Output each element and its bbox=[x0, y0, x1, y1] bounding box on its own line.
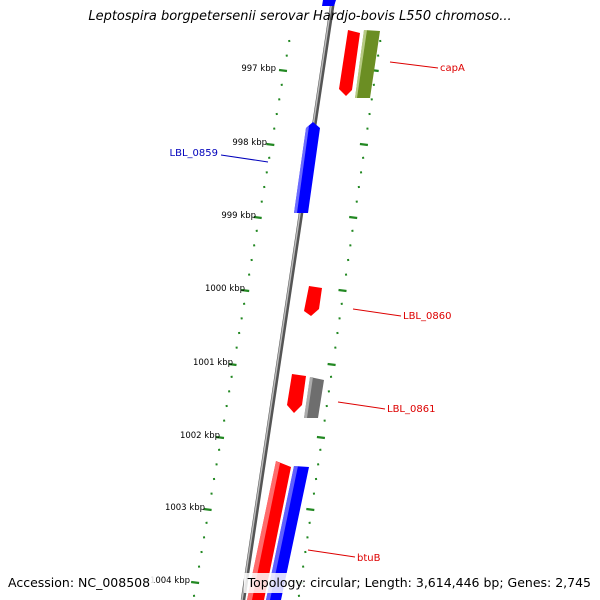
gene-label-LBL_0859[interactable]: LBL_0859 bbox=[170, 148, 218, 159]
accession-text: Accession: NC_008508 bbox=[8, 573, 155, 593]
major-tick bbox=[359, 142, 369, 147]
major-tick bbox=[266, 142, 275, 147]
scale-label-997: 997 kbp bbox=[241, 64, 276, 74]
tick-rails bbox=[190, 39, 382, 597]
feature-blue-top[interactable] bbox=[322, 0, 336, 6]
scale-label-998: 998 kbp bbox=[232, 138, 267, 148]
label-leader-lines bbox=[220, 61, 439, 558]
major-tick bbox=[338, 288, 347, 293]
major-tick bbox=[316, 435, 326, 440]
gene-labels: capA LBL_0859 LBL_0860 LBL_0861 btuB bbox=[170, 63, 465, 564]
feature-LBL_0859-blue[interactable] bbox=[294, 122, 320, 213]
gene-label-LBL_0860[interactable]: LBL_0860 bbox=[403, 311, 451, 322]
major-tick bbox=[349, 215, 358, 220]
map-title: Leptospira borgpetersenii serovar Hardjo… bbox=[88, 9, 512, 24]
feature-capA-olive-highlight bbox=[355, 30, 367, 98]
major-tick bbox=[241, 288, 250, 293]
gene-label-capA[interactable]: capA bbox=[440, 63, 465, 74]
major-tick bbox=[327, 362, 336, 367]
gene-features bbox=[247, 0, 380, 600]
feature-btuB-red-highlight bbox=[247, 461, 280, 600]
major-tick bbox=[228, 362, 237, 367]
major-tick bbox=[278, 68, 288, 73]
major-tick bbox=[253, 215, 262, 220]
major-tick bbox=[306, 507, 315, 512]
scale-label-999: 999 kbp bbox=[221, 211, 256, 221]
feature-capA-olive[interactable] bbox=[355, 30, 380, 98]
topology-text: Topology: circular; Length: 3,614,446 bp… bbox=[243, 573, 591, 593]
gene-label-btuB[interactable]: btuB bbox=[357, 553, 381, 564]
gene-label-LBL_0861[interactable]: LBL_0861 bbox=[387, 404, 435, 415]
major-tick bbox=[203, 507, 212, 512]
scale-label-1004: 1004 kbp bbox=[150, 576, 190, 586]
scale-labels: 997 kbp 998 kbp 999 kbp 1000 kbp 1001 kb… bbox=[150, 64, 276, 586]
feature-capA-red[interactable] bbox=[339, 30, 360, 96]
major-tick bbox=[190, 580, 200, 585]
feature-LBL_0860-red[interactable] bbox=[304, 286, 322, 316]
feature-LBL_0861-red[interactable] bbox=[287, 374, 306, 413]
feature-btuB-blue-highlight bbox=[266, 466, 298, 600]
scale-label-1001: 1001 kbp bbox=[193, 358, 233, 368]
feature-LBL_0859-highlight bbox=[294, 126, 309, 213]
chromosome-backbone bbox=[240, 0, 336, 600]
scale-label-1000: 1000 kbp bbox=[205, 284, 245, 294]
scale-label-1003: 1003 kbp bbox=[165, 503, 205, 513]
major-tick bbox=[215, 435, 225, 440]
scale-label-1002: 1002 kbp bbox=[180, 431, 220, 441]
feature-LBL_0861-highlight bbox=[304, 377, 313, 418]
